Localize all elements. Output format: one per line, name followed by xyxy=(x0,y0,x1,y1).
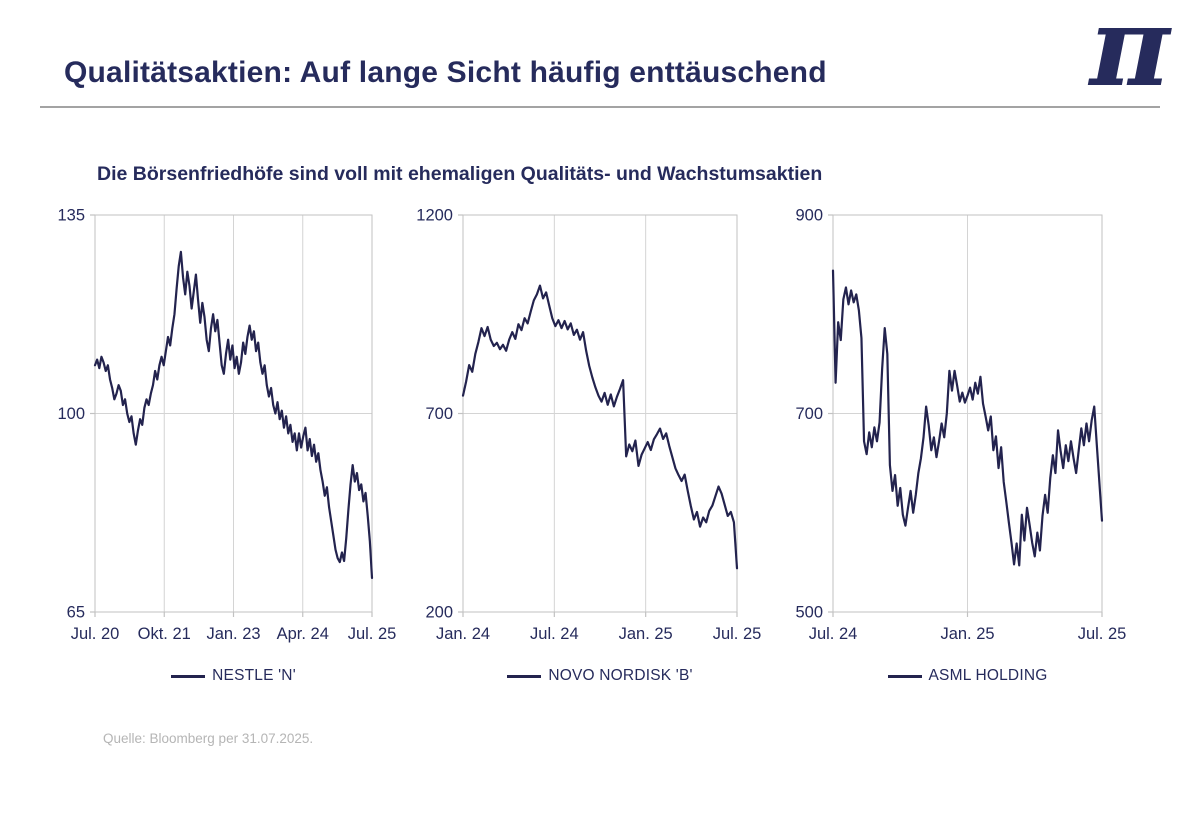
legend-line-marker xyxy=(507,674,542,678)
pi-logo-icon: π xyxy=(1089,0,1170,102)
legend-label-asml: ASML HOLDING xyxy=(928,667,1048,684)
legend-asml: ASML HOLDING xyxy=(833,665,1102,687)
price-line xyxy=(831,269,1104,567)
legend-line-marker xyxy=(887,674,922,678)
x-tick-label: Okt. 21 xyxy=(138,625,191,643)
header-divider xyxy=(40,106,1160,108)
y-tick-label: 700 xyxy=(425,405,453,423)
price-line xyxy=(461,284,739,570)
legend-nestle: NESTLE 'N' xyxy=(95,665,372,687)
x-tick-label: Jul. 20 xyxy=(71,625,120,643)
x-tick-label: Jul. 25 xyxy=(348,625,397,643)
legend-label-nestle: NESTLE 'N' xyxy=(212,667,296,684)
x-tick-label: Jul. 25 xyxy=(1078,625,1127,643)
y-tick-label: 900 xyxy=(795,207,823,225)
chart-novo-canvas: 200 700 1200 Jan. 24 Jul. 24 Jan. 25 Jul. 25 xyxy=(416,207,762,644)
y-tick-label: 700 xyxy=(795,405,823,423)
y-tick-label: 135 xyxy=(57,207,85,225)
legend-novo-nordisk: NOVO NORDISK 'B' xyxy=(463,665,737,687)
page-title: Qualitätsaktien: Auf lange Sicht häufig … xyxy=(64,56,827,89)
chart-novo-nordisk: 200 700 1200 Jan. 24 Jul. 24 Jan. 25 Jul. 25 N… xyxy=(398,205,761,700)
y-tick-label: 500 xyxy=(795,604,823,622)
x-tick-label: Jul. 24 xyxy=(809,625,858,643)
y-tick-label: 100 xyxy=(57,405,85,423)
x-tick-label: Jan. 25 xyxy=(940,625,994,643)
chart-asml-canvas: 500 700 900 Jul. 24 Jan. 25 Jul. 25 xyxy=(795,207,1127,644)
legend-label-novo: NOVO NORDISK 'B' xyxy=(548,667,693,684)
chart-section-subtitle: Die Börsenfriedhöfe sind voll mit ehemal… xyxy=(97,163,823,185)
price-line xyxy=(93,250,374,580)
plot-border xyxy=(94,214,373,613)
chart-nestle-canvas: 65 100 135 Jul. 20 Okt. 21 Jan. 23 Apr. 24 Jul.… xyxy=(57,207,397,644)
plot-border xyxy=(462,214,738,613)
x-tick-label: Jan. 24 xyxy=(436,625,490,643)
source-note: Quelle: Bloomberg per 31.07.2025. xyxy=(103,731,314,746)
chart-asml: 500 700 900 Jul. 24 Jan. 25 Jul. 25 ASML HOLD… xyxy=(768,205,1126,700)
x-tick-label: Jan. 25 xyxy=(619,625,673,643)
x-tick-label: Jul. 25 xyxy=(713,625,762,643)
pi-glyph: π xyxy=(1089,0,1170,111)
x-tick-label: Jan. 23 xyxy=(206,625,260,643)
x-tick-label: Apr. 24 xyxy=(277,625,329,643)
chart-nestle: 65 100 135 Jul. 20 Okt. 21 Jan. 23 Apr. 24 Jul.… xyxy=(30,205,396,700)
x-tick-label: Jul. 24 xyxy=(530,625,579,643)
y-tick-label: 1200 xyxy=(416,207,453,225)
plot-border xyxy=(832,214,1103,613)
y-tick-label: 200 xyxy=(425,604,453,622)
y-tick-label: 65 xyxy=(67,604,85,622)
legend-line-marker xyxy=(171,674,206,678)
